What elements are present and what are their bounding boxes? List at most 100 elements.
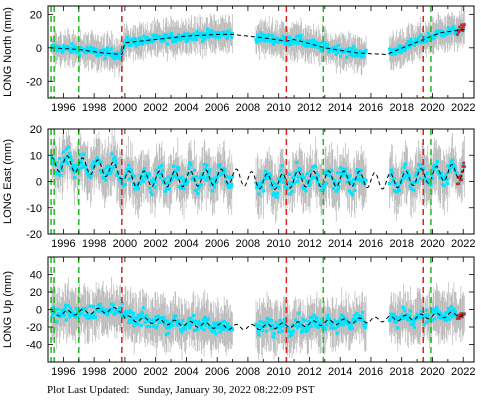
x-tick-label: 2014 <box>328 102 352 114</box>
data-point <box>405 173 409 177</box>
data-point <box>59 311 64 316</box>
data-point <box>286 40 291 45</box>
data-point <box>352 318 356 322</box>
data-point <box>421 166 426 171</box>
data-point <box>196 187 201 191</box>
data-point <box>450 158 455 162</box>
data-point <box>120 313 124 317</box>
data-point <box>271 186 275 190</box>
data-point <box>203 323 208 327</box>
data-point <box>282 176 286 181</box>
data-point <box>311 165 315 169</box>
data-point <box>51 305 55 309</box>
data-point <box>50 314 54 319</box>
data-point <box>280 164 284 168</box>
data-point <box>259 324 263 328</box>
data-point <box>188 324 192 328</box>
data-point <box>355 170 359 174</box>
data-point <box>340 313 344 317</box>
data-point <box>290 333 294 337</box>
data-point <box>197 184 201 188</box>
data-point <box>225 175 229 179</box>
data-point <box>73 175 77 180</box>
data-point <box>414 171 419 176</box>
data-point <box>315 319 320 323</box>
data-point <box>215 175 219 180</box>
data-point <box>320 184 325 188</box>
data-point <box>91 160 95 164</box>
data-point <box>126 310 130 314</box>
data-point <box>207 35 211 39</box>
data-point <box>124 309 128 313</box>
data-point <box>122 40 127 44</box>
data-point <box>401 44 405 49</box>
data-point <box>115 173 119 177</box>
data-point <box>133 187 137 191</box>
data-point <box>163 38 167 43</box>
x-tick-label: 2018 <box>389 102 413 114</box>
data-point <box>364 178 368 182</box>
data-point <box>167 321 171 325</box>
data-point <box>213 323 217 328</box>
data-point <box>450 315 455 319</box>
data-point <box>345 55 349 59</box>
data-point <box>221 30 225 34</box>
data-point <box>411 322 415 326</box>
data-point <box>168 180 172 184</box>
data-point <box>268 39 272 43</box>
data-point <box>260 329 264 333</box>
data-point <box>362 54 366 58</box>
data-point <box>273 181 277 186</box>
data-point <box>335 331 339 335</box>
data-point <box>290 40 294 44</box>
data-point <box>176 165 180 169</box>
y-tick-label: 0 <box>36 43 42 55</box>
data-point <box>98 169 102 173</box>
data-point <box>54 170 58 174</box>
data-point <box>278 318 282 322</box>
data-point <box>357 314 361 318</box>
data-point <box>300 38 304 42</box>
data-point <box>408 45 412 49</box>
data-point <box>185 180 190 184</box>
data-point <box>257 192 261 196</box>
data-point <box>407 40 411 45</box>
data-point <box>66 309 70 313</box>
data-point <box>230 183 234 187</box>
data-point <box>119 55 123 59</box>
data-point <box>323 327 327 331</box>
x-tick-label: 2020 <box>420 102 444 114</box>
data-point <box>390 168 394 172</box>
data-point <box>151 38 156 43</box>
data-point <box>226 184 230 188</box>
data-point <box>201 175 206 180</box>
data-point <box>176 319 181 323</box>
data-point <box>318 41 322 46</box>
data-point <box>399 50 403 54</box>
data-point <box>326 313 330 318</box>
data-point <box>204 35 208 39</box>
data-point <box>322 325 327 330</box>
data-point <box>309 324 313 328</box>
data-point <box>109 302 113 306</box>
data-point <box>433 166 437 170</box>
data-point <box>348 327 352 331</box>
data-point <box>293 318 298 322</box>
data-point <box>200 31 204 35</box>
data-point <box>298 168 302 172</box>
recent-point <box>463 165 466 168</box>
data-point <box>333 326 338 330</box>
data-point <box>339 170 343 174</box>
y-axis-label: LONG North (mm) <box>2 7 14 97</box>
data-point <box>154 168 158 172</box>
data-point <box>176 33 181 37</box>
data-point <box>353 188 357 193</box>
data-point <box>170 34 174 38</box>
data-point <box>106 171 110 175</box>
data-point <box>230 175 235 179</box>
data-point <box>336 324 340 328</box>
data-point <box>214 35 218 39</box>
data-point <box>434 311 438 315</box>
data-point <box>325 46 329 50</box>
data-point <box>201 318 206 322</box>
